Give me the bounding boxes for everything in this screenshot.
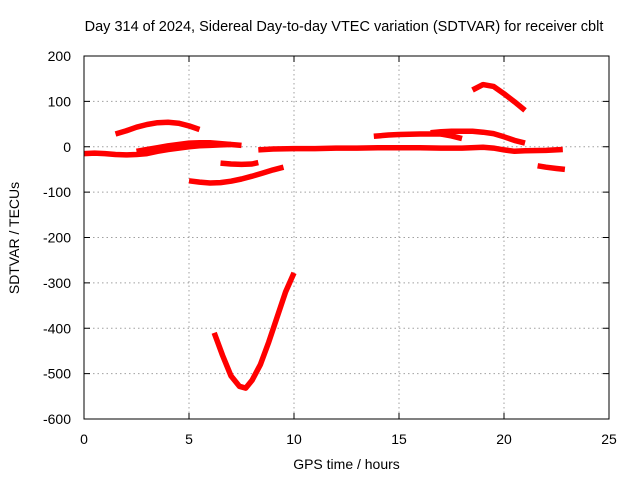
x-axis-label: GPS time / hours xyxy=(293,456,400,472)
x-tick-label: 10 xyxy=(286,431,302,447)
y-tick-label: 200 xyxy=(48,48,72,64)
y-tick-label: -300 xyxy=(43,275,71,291)
y-axis-label: SDTVAR / TECUs xyxy=(6,182,22,294)
series-line-arc-1 xyxy=(83,141,232,158)
series-line-arc-10 xyxy=(440,131,463,142)
series-line-arc-7 xyxy=(258,144,563,155)
series-group xyxy=(83,81,566,391)
y-tick-label: -100 xyxy=(43,184,71,200)
series-line-arc-2 xyxy=(114,119,201,137)
series-line-arc-3 xyxy=(136,139,242,155)
y-tick-label: -600 xyxy=(43,411,71,427)
y-tick-label: 0 xyxy=(63,139,71,155)
y-tick-label: -400 xyxy=(43,320,71,336)
grid xyxy=(84,56,609,419)
x-tick-label: 20 xyxy=(496,431,512,447)
series-line-arc-9 xyxy=(430,128,526,146)
y-tick-label: -500 xyxy=(43,366,71,382)
series-line-arc-4 xyxy=(211,271,297,391)
series-line-arc-11 xyxy=(471,81,527,113)
x-tick-label: 0 xyxy=(80,431,88,447)
x-tick-label: 15 xyxy=(391,431,407,447)
series-line-arc-5 xyxy=(188,164,285,186)
series-line-arc-12 xyxy=(537,163,566,173)
y-tick-label: 100 xyxy=(48,93,72,109)
axis-ticks: 0 5 10 15 20 25 -600 -500 -400 -300 -200 -100 0 100 20… xyxy=(43,48,617,447)
chart-title: Day 314 of 2024, Sidereal Day-to-day VTE… xyxy=(85,19,604,35)
y-tick-label: -200 xyxy=(43,230,71,246)
x-tick-label: 25 xyxy=(601,431,617,447)
series-line-arc-6 xyxy=(220,159,259,168)
x-tick-label: 5 xyxy=(185,431,193,447)
